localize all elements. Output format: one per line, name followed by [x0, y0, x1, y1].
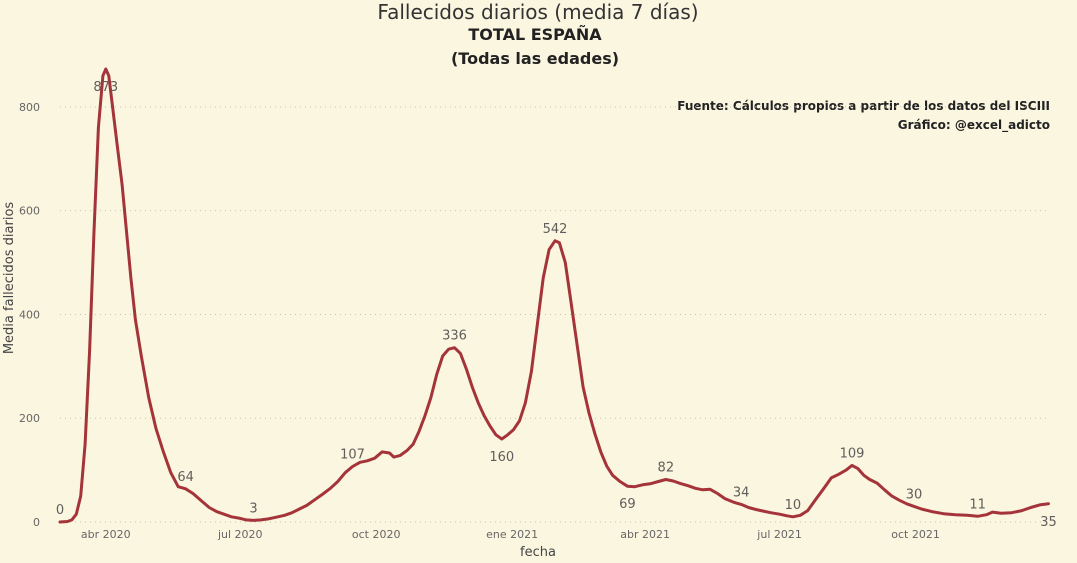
source-note: Fuente: Cálculos propios a partir de los…: [677, 99, 1050, 113]
y-tick-label: 400: [19, 308, 40, 321]
x-tick-label: jul 2020: [217, 528, 263, 541]
x-tick-label: abr 2020: [81, 528, 131, 541]
data-label: 873: [93, 80, 118, 95]
data-label: 34: [733, 485, 750, 500]
y-tick-label: 600: [19, 205, 40, 218]
chart-title: Fallecidos diarios (media 7 días): [377, 0, 698, 24]
data-label: 336: [442, 329, 467, 344]
y-tick-label: 0: [33, 516, 40, 529]
x-tick-label: oct 2020: [352, 528, 401, 541]
y-axis: 0 200 400 600 800: [19, 101, 40, 529]
gridlines: [60, 106, 1050, 523]
y-tick-label: 800: [19, 101, 40, 114]
data-labels: 0 873 64 3 107 336 160 542 69 82 34 10 109 30 11 35: [56, 80, 1057, 530]
data-label: 69: [619, 497, 636, 512]
data-label: 3: [249, 501, 257, 516]
data-label: 82: [658, 460, 675, 475]
x-tick-label: ene 2021: [486, 528, 538, 541]
data-label: 0: [56, 503, 64, 518]
data-label: 35: [1040, 515, 1057, 530]
y-tick-label: 200: [19, 412, 40, 425]
chart-subtitle-region: TOTAL ESPAÑA: [468, 25, 602, 44]
data-label: 30: [906, 487, 923, 502]
data-label: 10: [785, 498, 802, 513]
x-tick-label: abr 2021: [620, 528, 670, 541]
data-label: 160: [489, 450, 514, 465]
y-axis-title: Media fallecidos diarios: [2, 202, 17, 355]
x-axis-title: fecha: [520, 545, 556, 560]
data-label: 107: [340, 447, 365, 462]
data-label: 11: [969, 497, 986, 512]
chart-subtitle-ages: (Todas las edades): [451, 49, 619, 68]
credit-note: Gráfico: @excel_adicto: [898, 118, 1050, 133]
data-label: 109: [840, 446, 865, 461]
x-tick-label: oct 2021: [891, 528, 940, 541]
data-label: 64: [177, 470, 194, 485]
series-line: [58, 67, 1050, 524]
x-axis: abr 2020 jul 2020 oct 2020 ene 2021 abr 2021…: [81, 528, 940, 541]
x-tick-label: jul 2021: [756, 528, 802, 541]
data-label: 542: [543, 222, 568, 237]
